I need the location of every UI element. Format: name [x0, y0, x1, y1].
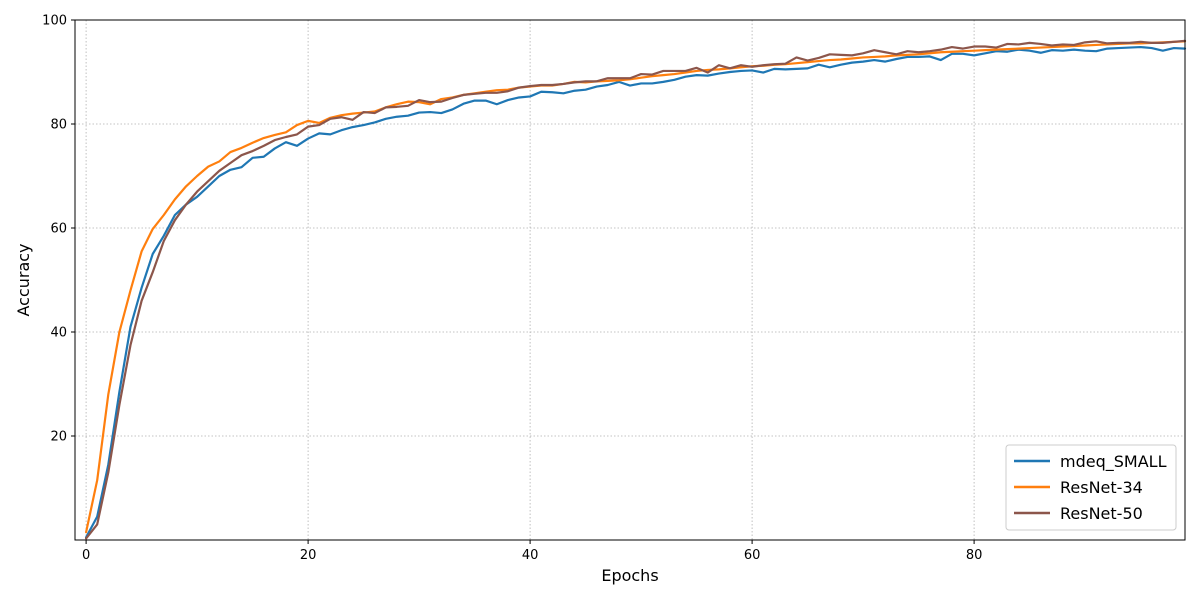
y-tick-label: 100 [42, 14, 67, 29]
plot-frame [74, 19, 1186, 541]
y-tick-label: 60 [50, 222, 67, 237]
x-tick-label: 20 [300, 548, 317, 563]
x-axis-label: Epochs [601, 566, 658, 585]
y-axis-label: Accuracy [14, 243, 33, 316]
x-tick-label: 40 [522, 548, 539, 563]
series-line-mdeq-small [84, 45, 1187, 539]
y-tick-label: 80 [50, 118, 67, 133]
legend-entry-label: mdeq_SMALL [1060, 452, 1167, 472]
series-line-resnet-50 [84, 39, 1187, 540]
series-line-resnet-34 [84, 40, 1187, 534]
y-tick-label: 20 [50, 430, 67, 445]
y-tick-label: 40 [50, 326, 67, 341]
x-tick-label: 0 [82, 548, 90, 563]
axis-ticks: 0 20 40 60 80 20 40 60 80 100 [42, 14, 982, 564]
legend-entry-label: ResNet-34 [1060, 478, 1143, 497]
legend-entry-label: ResNet-50 [1060, 504, 1143, 523]
legend-box [1005, 444, 1177, 531]
series-lines [84, 39, 1187, 540]
x-tick-label: 80 [966, 548, 983, 563]
x-tick-label: 60 [744, 548, 761, 563]
legend: mdeq_SMALL ResNet-34 ResNet-50 [1005, 444, 1177, 531]
